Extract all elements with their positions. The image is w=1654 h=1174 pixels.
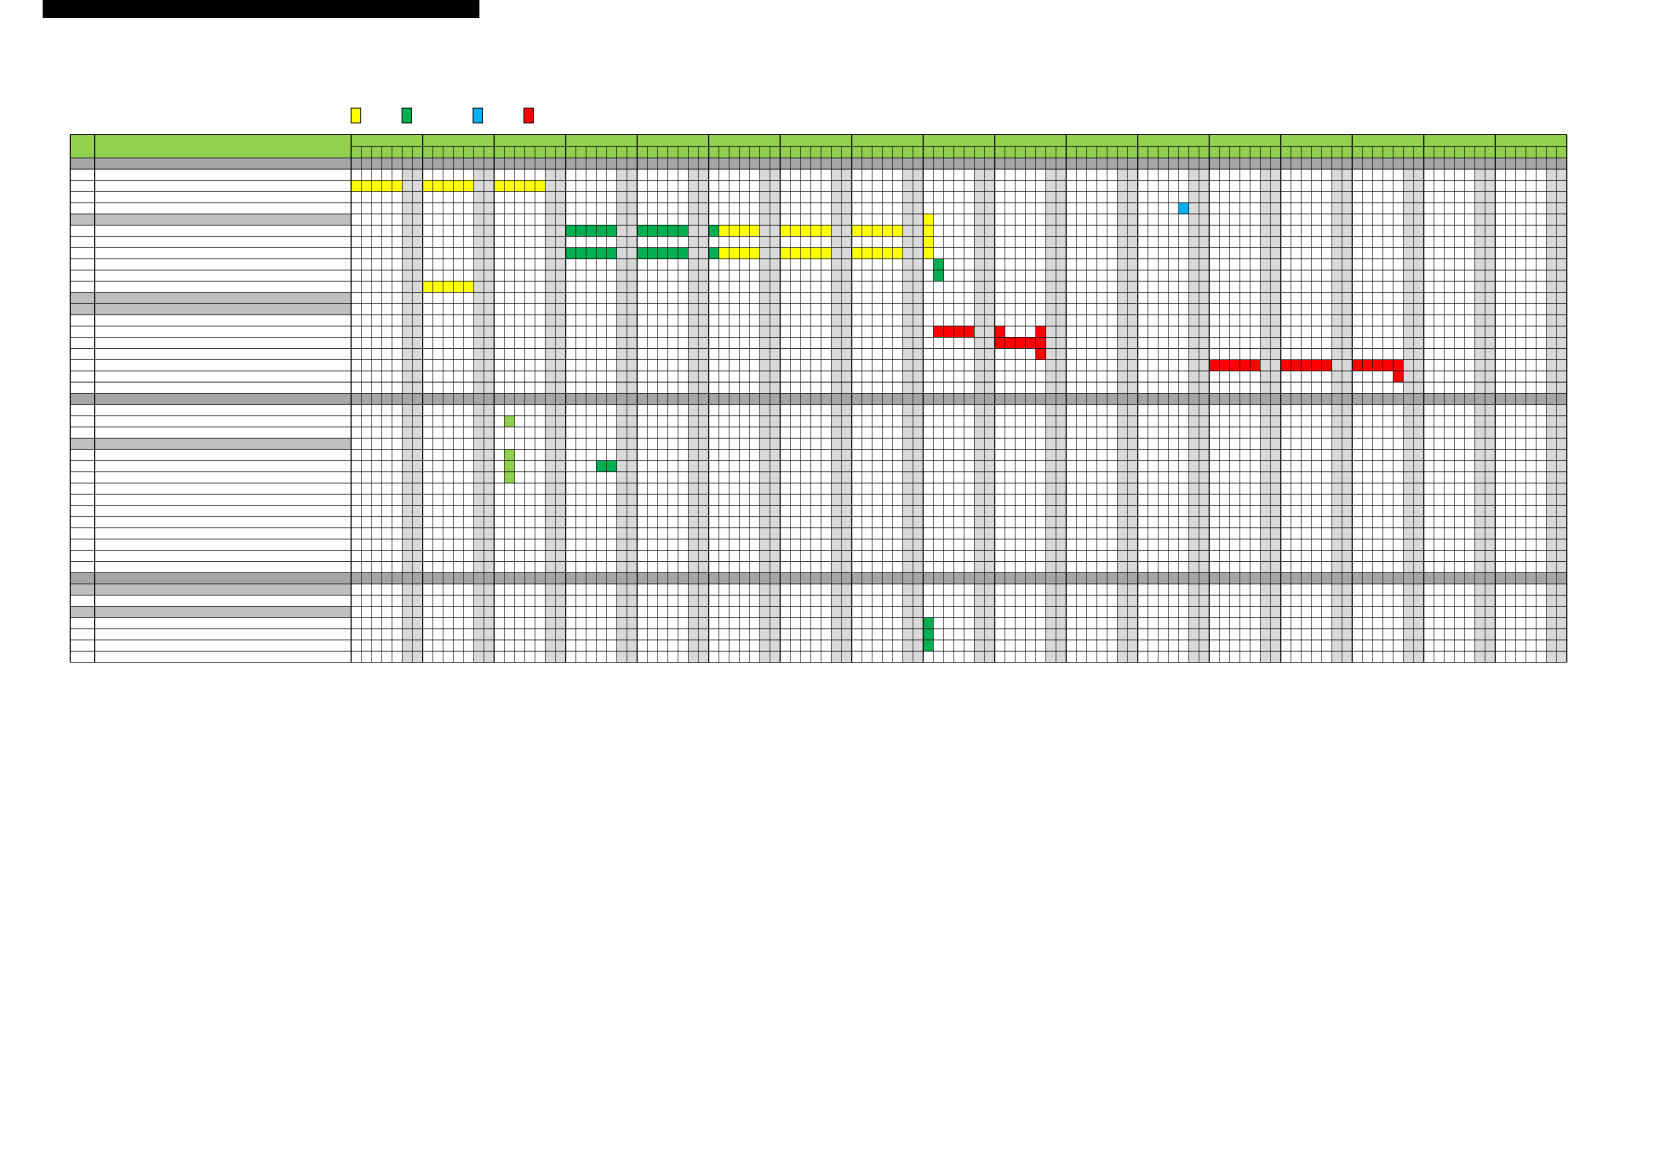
gantt: [69, 107, 1568, 663]
legend-swatch: [523, 107, 534, 124]
section-row: [70, 157, 1567, 170]
group-row: [70, 438, 352, 450]
task-bar: [565, 225, 617, 237]
task-bar: [994, 337, 1046, 349]
task-bar: [923, 617, 934, 652]
task-bar: [780, 247, 832, 259]
task-bar: [1035, 326, 1046, 360]
task-bar: [708, 225, 719, 237]
task-bar: [780, 225, 832, 237]
group-row: [70, 292, 352, 304]
task-bar: [504, 449, 515, 484]
task-bar: [637, 225, 689, 237]
task-bar: [351, 180, 403, 192]
task-bar: [851, 225, 903, 237]
group-row: [70, 213, 352, 226]
section-row: [70, 393, 1567, 405]
legend-swatch: [350, 107, 362, 124]
task-bar: [1209, 359, 1261, 371]
task-bar: [494, 180, 546, 192]
task-bar: [422, 281, 474, 293]
task-bar: [637, 247, 689, 259]
group-row: [70, 303, 352, 315]
task-bar: [504, 415, 515, 427]
task-bar: [1178, 202, 1189, 214]
task-bar: [851, 247, 903, 259]
task-bar: [565, 247, 617, 259]
task-bar: [1280, 359, 1332, 371]
redacted-title: [42, 0, 480, 19]
task-bar: [708, 247, 719, 259]
section-row: [70, 572, 1567, 584]
task-bar: [422, 180, 474, 192]
group-row: [70, 606, 352, 618]
legend-swatch: [401, 107, 412, 124]
group-row: [70, 583, 352, 596]
legend-swatch: [472, 107, 483, 124]
task-bar: [1352, 359, 1404, 371]
